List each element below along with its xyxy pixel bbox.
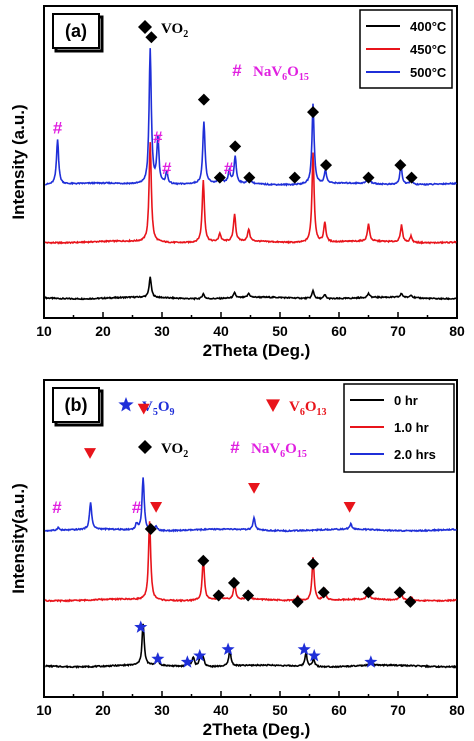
phase-legend-label: NaV6O15: [253, 64, 309, 83]
phase-legend-label: VO2: [161, 441, 188, 460]
x-tick-label: 40: [213, 702, 229, 718]
phase-legend-symbol: [118, 396, 134, 412]
x-tick-label: 30: [154, 702, 170, 718]
peak-marker-star: [193, 648, 207, 662]
panel-label-shadow: [54, 15, 104, 53]
phase-legend-label: NaV6O15: [251, 441, 307, 460]
peak-marker-diamond: [213, 171, 226, 184]
peak-marker-star: [134, 620, 148, 633]
x-tick-label: 30: [154, 323, 170, 339]
peak-marker-diamond: [394, 159, 407, 172]
peak-marker-diamond: [320, 159, 333, 172]
peak-marker-hash: #: [153, 128, 163, 147]
peak-marker-diamond: [393, 586, 406, 599]
panel-label-shadow: [54, 389, 104, 427]
peak-marker-diamond: [307, 557, 320, 570]
peak-marker-star: [307, 648, 321, 662]
peak-marker-diamond: [212, 589, 225, 602]
legend-label: 400°C: [410, 19, 447, 34]
x-axis-title: 2Theta (Deg.): [203, 341, 311, 360]
x-tick-label: 50: [272, 702, 288, 718]
peak-marker-star: [364, 655, 378, 668]
peak-marker-star: [151, 652, 165, 665]
phase-legend-symbol: [266, 399, 280, 412]
x-tick-label: 60: [331, 323, 347, 339]
peak-marker-diamond: [227, 576, 240, 589]
panel-label-box: [52, 13, 100, 49]
x-tick-label: 70: [390, 702, 406, 718]
x-tick-label: 80: [449, 702, 465, 718]
x-tick-label: 10: [36, 702, 52, 718]
phase-legend-label: VO2: [161, 21, 188, 40]
panel-label: (a): [65, 21, 87, 41]
peak-marker-diamond: [243, 171, 256, 184]
phase-legend-symbol: [138, 20, 152, 34]
y-axis-title: Intensity (a.u.): [9, 104, 28, 219]
peak-marker-diamond: [197, 554, 210, 567]
xrd-trace-450-c: [44, 142, 457, 245]
peak-marker-diamond: [288, 171, 301, 184]
panel-label: (b): [65, 395, 88, 415]
peak-marker-triangle: [84, 448, 97, 459]
legend-label: 0 hr: [394, 393, 418, 408]
peak-marker-triangle: [248, 482, 261, 494]
xrd-panel-a: 10 20 30 40 50 60 70 80 2Theta (Deg.) Intensity (…: [9, 5, 465, 360]
peak-marker-diamond: [197, 93, 210, 106]
phase-legend-label: V6O13: [289, 399, 327, 418]
peak-marker-star: [221, 642, 235, 656]
x-tick-label: 40: [213, 323, 229, 339]
peak-marker-diamond: [145, 31, 158, 44]
peak-marker-star: [297, 642, 311, 656]
peak-marker-hash: #: [52, 498, 62, 517]
peak-marker-diamond: [291, 595, 304, 608]
peak-marker-triangle: [137, 403, 150, 415]
peak-marker-diamond: [229, 140, 242, 153]
x-tick-label: 20: [95, 323, 111, 339]
panel-label-box: [52, 387, 100, 423]
x-tick-label: 50: [272, 323, 288, 339]
legend-label: 500°C: [410, 65, 447, 80]
y-axis-title: Intensity(a.u.): [9, 483, 28, 594]
legend-label: 450°C: [410, 42, 447, 57]
peak-marker-hash: #: [224, 159, 234, 178]
peak-marker-diamond: [307, 106, 320, 119]
xrd-trace-0-hr: [45, 623, 457, 669]
legend-label: 1.0 hr: [394, 420, 429, 435]
legend-label: 2.0 hrs: [394, 447, 436, 462]
xrd-trace-400-c: [44, 276, 457, 301]
phase-legend-symbol: #: [232, 61, 242, 80]
x-tick-label: 10: [36, 323, 52, 339]
peak-marker-hash: #: [132, 498, 142, 517]
peak-marker-diamond: [317, 586, 330, 599]
phase-legend-symbol: #: [230, 438, 240, 457]
xrd-trace-2-0-hrs: [44, 477, 457, 533]
peak-marker-diamond: [405, 171, 418, 184]
peak-marker-diamond: [242, 589, 255, 602]
x-tick-label: 60: [331, 702, 347, 718]
x-tick-label: 20: [95, 702, 111, 718]
x-tick-label: 70: [390, 323, 406, 339]
x-axis-title: 2Theta (Deg.): [203, 720, 311, 739]
peak-marker-triangle: [343, 502, 356, 513]
xrd-panel-b: 10 20 30 40 50 60 70 80 2Theta (Deg.) Intensity(a…: [9, 379, 465, 739]
peak-marker-hash: #: [162, 159, 172, 178]
peak-marker-diamond: [362, 171, 375, 184]
peak-marker-hash: #: [53, 119, 63, 138]
peak-marker-diamond: [362, 586, 375, 599]
peak-marker-diamond: [144, 522, 157, 535]
phase-legend-symbol: [138, 440, 152, 454]
x-tick-label: 80: [449, 323, 465, 339]
peak-marker-triangle: [150, 502, 163, 513]
peak-marker-diamond: [404, 595, 417, 608]
peak-marker-star: [180, 655, 194, 668]
xrd-trace-1-0-hr: [44, 521, 457, 604]
